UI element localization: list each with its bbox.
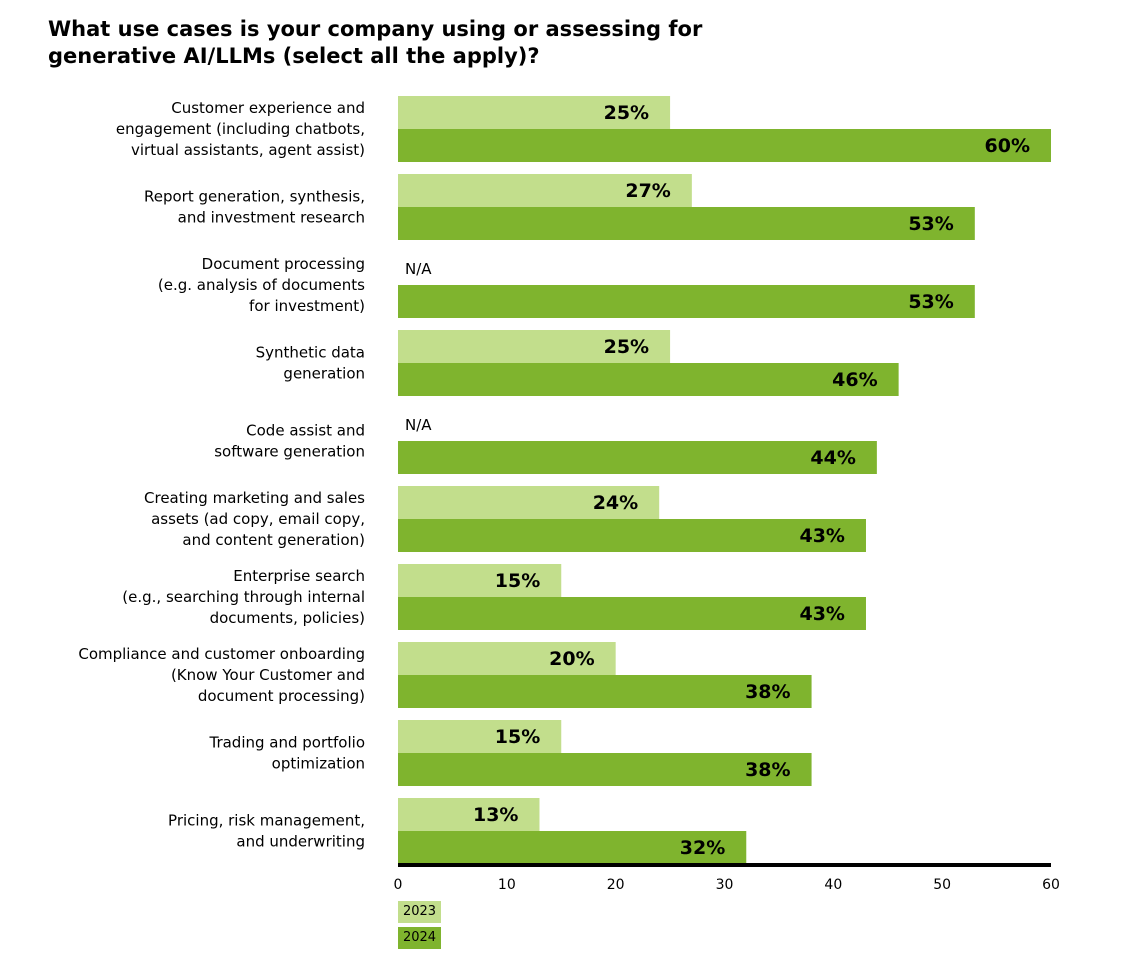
value-label-2023: 25% bbox=[604, 336, 649, 358]
value-label-2024: 44% bbox=[810, 447, 855, 469]
bar-2023 bbox=[398, 798, 540, 831]
legend-2024: 2024 bbox=[398, 927, 998, 949]
x-tick-label: 20 bbox=[607, 877, 625, 893]
category-label: Document processing (e.g. analysis of doc… bbox=[158, 255, 365, 315]
bar-2024 bbox=[398, 441, 877, 474]
bar-2023 bbox=[398, 642, 616, 675]
category-label: Enterprise search (e.g., searching throug… bbox=[122, 567, 365, 627]
bar-2023 bbox=[398, 96, 671, 129]
value-label-2024: 38% bbox=[745, 681, 790, 703]
value-label-2024: 46% bbox=[832, 369, 877, 391]
legend-2023: 2023 bbox=[398, 901, 998, 923]
x-tick-label: 50 bbox=[933, 877, 951, 893]
value-label-2023: 25% bbox=[604, 102, 649, 124]
category-label: Report generation, synthesis, and investm… bbox=[144, 188, 365, 227]
bar-2024 bbox=[398, 519, 866, 552]
bar-2024 bbox=[398, 831, 747, 864]
value-label-2023: 24% bbox=[593, 492, 638, 514]
value-label-2023: 20% bbox=[549, 648, 594, 670]
na-label-2023: N/A bbox=[405, 416, 432, 434]
value-label-2024: 53% bbox=[908, 213, 953, 235]
category-label: Trading and portfolio optimization bbox=[208, 734, 365, 773]
legend-label-2024: 2024 bbox=[398, 927, 441, 949]
value-label-2023: 15% bbox=[495, 570, 540, 592]
value-label-2024: 38% bbox=[745, 759, 790, 781]
bar-2023 bbox=[398, 330, 671, 363]
bar-2024 bbox=[398, 675, 812, 708]
legend-label-2023: 2023 bbox=[398, 901, 441, 923]
category-label: Pricing, risk management, and underwritin… bbox=[168, 812, 365, 851]
value-label-2024: 43% bbox=[799, 603, 844, 625]
value-label-2024: 53% bbox=[908, 291, 953, 313]
value-label-2024: 60% bbox=[985, 135, 1030, 157]
value-label-2023: 13% bbox=[473, 804, 518, 826]
category-label: Compliance and customer onboarding (Know … bbox=[78, 645, 365, 705]
category-label: Code assist and software generation bbox=[214, 422, 365, 461]
bar-2024 bbox=[398, 285, 975, 318]
bar-2024 bbox=[398, 207, 975, 240]
x-tick-label: 30 bbox=[716, 877, 734, 893]
value-label-2023: 15% bbox=[495, 726, 540, 748]
value-label-2024: 43% bbox=[799, 525, 844, 547]
x-tick-label: 60 bbox=[1042, 877, 1060, 893]
bar-2024 bbox=[398, 129, 1051, 162]
chart-title: What use cases is your company using or … bbox=[48, 17, 703, 68]
category-label: Synthetic data generation bbox=[256, 344, 365, 383]
x-tick-label: 0 bbox=[394, 877, 403, 893]
bar-2023 bbox=[398, 564, 562, 597]
bar-2024 bbox=[398, 363, 899, 396]
bar-2023 bbox=[398, 486, 660, 519]
bar-2023 bbox=[398, 720, 562, 753]
bar-2024 bbox=[398, 597, 866, 630]
bar-2023 bbox=[398, 174, 692, 207]
category-label: Customer experience and engagement (inclu… bbox=[116, 99, 365, 159]
category-label: Creating marketing and sales assets (ad c… bbox=[144, 489, 365, 549]
x-tick-label: 10 bbox=[498, 877, 516, 893]
value-label-2024: 32% bbox=[680, 837, 725, 859]
na-label-2023: N/A bbox=[405, 260, 432, 278]
x-tick-label: 40 bbox=[824, 877, 842, 893]
bar-2024 bbox=[398, 753, 812, 786]
value-label-2023: 27% bbox=[625, 180, 670, 202]
